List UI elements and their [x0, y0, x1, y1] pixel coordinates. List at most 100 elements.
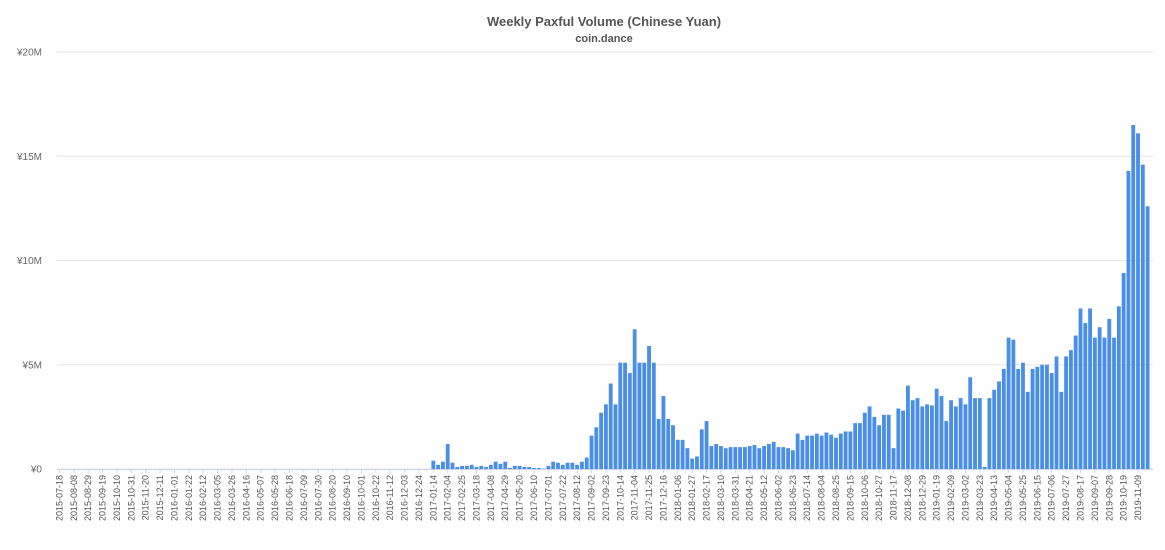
x-tick-label: 2016-02-12 — [198, 475, 208, 521]
bar — [714, 443, 719, 469]
bar — [824, 432, 829, 469]
bar — [1145, 206, 1150, 470]
bar — [747, 446, 752, 469]
bar — [594, 427, 599, 469]
bar — [512, 465, 517, 469]
x-tick-label: 2019-02-09 — [946, 475, 956, 521]
bar — [1040, 364, 1045, 469]
bar — [872, 416, 877, 469]
x-tick-label: 2016-10-22 — [371, 475, 381, 521]
x-tick-label: 2016-09-10 — [342, 475, 352, 521]
bar — [886, 414, 891, 469]
bar — [723, 448, 728, 469]
bar — [949, 400, 953, 469]
x-tick-label: 2018-08-04 — [817, 475, 827, 521]
bar — [915, 398, 920, 469]
bar — [440, 461, 445, 469]
bar — [910, 400, 915, 469]
x-tick-label: 2019-03-23 — [975, 475, 985, 521]
bar — [690, 458, 695, 469]
bar — [450, 462, 455, 469]
x-tick-label: 2017-02-04 — [443, 475, 453, 521]
x-tick-label: 2019-07-27 — [1061, 475, 1071, 521]
x-tick-label: 2017-09-23 — [601, 475, 611, 521]
x-tick-label: 2016-05-28 — [270, 475, 280, 521]
x-tick-label: 2019-06-15 — [1032, 475, 1042, 521]
x-tick-label: 2019-08-17 — [1075, 475, 1085, 521]
x-tick-label: 2016-01-22 — [184, 475, 194, 521]
x-tick-label: 2018-12-29 — [917, 475, 927, 521]
x-tick-label: 2018-10-27 — [874, 475, 884, 521]
bar — [790, 450, 795, 469]
bar — [795, 433, 800, 469]
x-tick-label: 2018-03-10 — [716, 475, 726, 521]
x-tick-label: 2016-12-24 — [414, 475, 424, 521]
x-tick-label: 2019-04-13 — [989, 475, 999, 521]
x-tick-label: 2017-10-14 — [615, 475, 625, 521]
bar — [603, 404, 608, 469]
bar — [503, 461, 508, 469]
bar — [532, 467, 536, 469]
x-tick-label: 2015-07-18 — [54, 475, 64, 521]
x-tick-label: 2017-12-16 — [658, 475, 668, 521]
bar — [925, 404, 930, 469]
x-tick-label: 2017-07-01 — [543, 475, 553, 521]
bar — [743, 447, 747, 469]
bar — [1097, 327, 1102, 469]
x-tick-label: 2015-10-31 — [126, 475, 136, 521]
bar — [704, 421, 709, 469]
bar — [589, 435, 594, 469]
bar — [1136, 133, 1140, 469]
x-tick-label: 2018-11-17 — [889, 475, 899, 520]
bar — [982, 466, 987, 469]
bar — [1126, 170, 1131, 469]
x-tick-label: 2019-09-28 — [1104, 475, 1114, 521]
x-tick-label: 2016-08-20 — [328, 475, 338, 521]
x-tick-label: 2019-05-04 — [1004, 475, 1014, 521]
bar — [738, 447, 743, 469]
x-tick-label: 2017-04-08 — [486, 475, 496, 521]
bar — [891, 448, 896, 469]
bar — [810, 435, 814, 469]
bar — [853, 423, 858, 469]
bar — [776, 447, 781, 469]
bar — [1030, 368, 1035, 469]
bar — [709, 446, 714, 469]
bar — [757, 448, 762, 469]
bar — [699, 429, 704, 469]
bar — [838, 433, 843, 469]
x-tick-label: 2017-07-22 — [558, 475, 568, 521]
bar — [997, 381, 1001, 469]
bar — [1068, 350, 1073, 469]
x-tick-label: 2016-06-18 — [285, 475, 295, 521]
bar — [1035, 366, 1040, 469]
bar — [575, 464, 580, 469]
bar — [695, 456, 699, 469]
x-tick-label: 2017-11-25 — [644, 475, 654, 520]
bar — [1107, 318, 1112, 469]
x-tick-label: 2017-05-20 — [515, 475, 525, 521]
x-tick-label: 2018-10-06 — [860, 475, 870, 521]
y-tick-label: ¥10M — [16, 256, 42, 267]
x-tick-label: 2016-10-01 — [356, 475, 366, 521]
bar — [867, 406, 872, 469]
y-tick-label: ¥15M — [16, 152, 42, 163]
bar — [565, 462, 570, 469]
bar — [508, 467, 512, 469]
bar — [469, 464, 474, 469]
bar — [987, 398, 992, 469]
x-tick-label: 2017-03-18 — [471, 475, 481, 521]
x-tick-label: 2018-01-27 — [687, 475, 697, 521]
y-tick-label: ¥5M — [22, 360, 42, 371]
x-tick-label: 2018-05-12 — [759, 475, 769, 521]
bar — [613, 404, 618, 469]
bar — [642, 362, 647, 469]
x-tick-label: 2015-11-20 — [141, 475, 151, 520]
bar — [1131, 124, 1136, 469]
bar — [977, 398, 982, 469]
bar — [862, 412, 867, 469]
bar — [1073, 335, 1078, 469]
bar — [651, 362, 656, 469]
bar — [929, 405, 934, 469]
bar — [623, 362, 627, 469]
